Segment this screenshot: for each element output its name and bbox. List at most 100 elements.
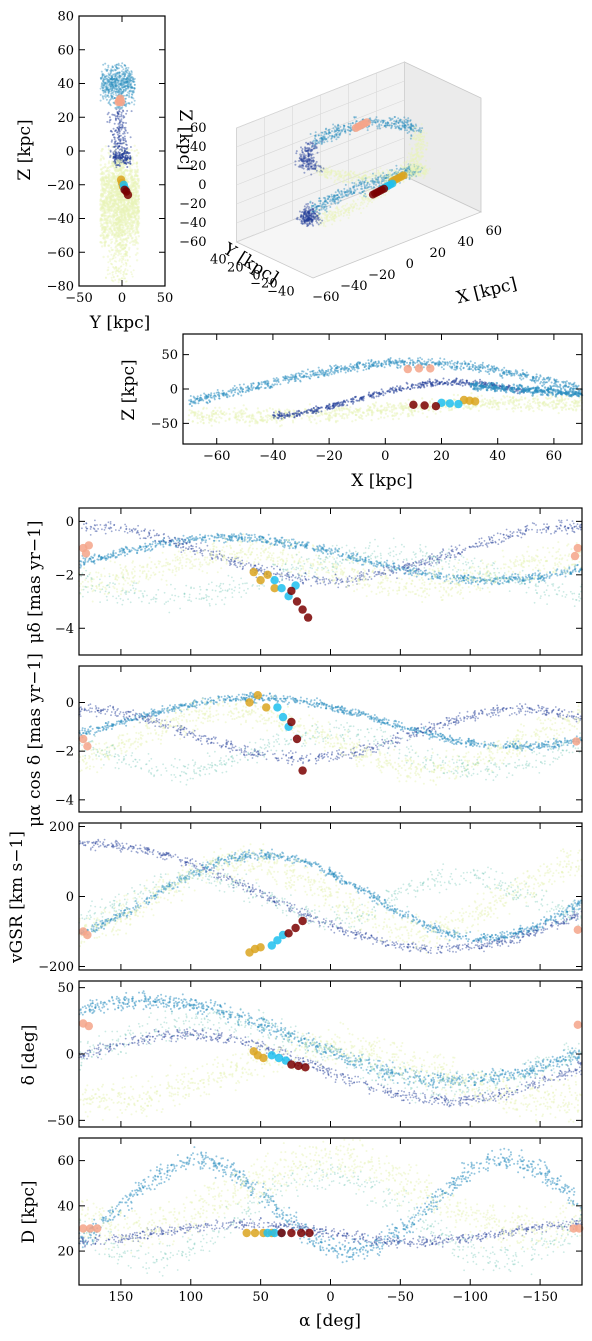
stream-particle — [117, 254, 120, 257]
stream-particle — [102, 73, 105, 76]
stream-particle — [102, 228, 105, 231]
stream-particle — [399, 385, 402, 388]
stream-particle — [102, 80, 105, 83]
stream-particle — [125, 66, 128, 69]
stream-particle — [114, 234, 118, 237]
stream-particle — [116, 227, 119, 230]
stream-particle — [365, 414, 368, 417]
stream-particle — [391, 405, 394, 408]
stream-particle — [101, 171, 104, 174]
stream-particle — [106, 170, 110, 173]
stream-particle — [509, 398, 512, 401]
stream-particle — [513, 404, 516, 407]
stream-particle — [118, 132, 121, 135]
stream-particle — [427, 358, 430, 361]
stream-particle — [100, 192, 104, 196]
stream-particle — [126, 258, 129, 261]
stream-particle — [123, 271, 126, 273]
stream-particle — [131, 275, 134, 278]
stream-particle — [295, 375, 298, 378]
stream-particle — [238, 390, 241, 393]
stream-particle — [409, 359, 412, 362]
stream-particle — [127, 214, 130, 217]
stream-particle — [113, 138, 116, 141]
stream-particle — [134, 231, 137, 235]
stream-particle — [107, 88, 110, 91]
stream-particle — [102, 255, 105, 259]
stream-particle — [131, 219, 134, 222]
stream-particle — [130, 176, 133, 180]
stream-particle — [453, 368, 456, 371]
stream-particle — [107, 102, 110, 105]
stream-particle — [520, 375, 523, 378]
stream-particle — [101, 210, 105, 213]
stream-particle — [513, 399, 516, 402]
stream-particle — [304, 372, 307, 375]
stream-particle — [311, 370, 314, 373]
stream-particle — [560, 406, 563, 409]
stream-particle — [325, 370, 328, 372]
stream-particle — [112, 145, 115, 148]
stream-particle — [113, 225, 116, 228]
stream-particle — [242, 383, 245, 386]
stream-particle — [547, 379, 550, 382]
stream-particle — [126, 157, 129, 159]
stream-particle — [509, 372, 512, 375]
stream-particle — [123, 203, 126, 207]
stream-particle — [210, 424, 213, 427]
stream-particle — [106, 273, 109, 276]
stream-particle — [134, 253, 138, 256]
stream-particle — [111, 88, 114, 91]
stream-particle — [110, 222, 113, 225]
stream-particle — [104, 226, 107, 229]
stream-particle — [383, 366, 386, 369]
stream-particle — [257, 411, 260, 414]
stream-particle — [115, 87, 118, 90]
stream-particle — [122, 81, 125, 84]
stream-particle — [369, 409, 372, 412]
stream-particle — [394, 361, 397, 364]
stream-particle — [114, 169, 117, 172]
stream-particle — [359, 414, 362, 417]
stream-particle — [256, 421, 259, 424]
stream-particle — [465, 379, 468, 382]
stream-particle — [396, 385, 398, 388]
stream-particle — [336, 370, 338, 373]
stream-particle — [136, 219, 139, 222]
stream-particle — [572, 382, 575, 385]
stream-particle — [104, 176, 108, 179]
stream-particle — [117, 169, 120, 172]
stream-particle — [233, 407, 236, 410]
stream-particle — [120, 118, 123, 121]
stream-particle — [124, 206, 127, 209]
stream-particle — [111, 130, 113, 133]
stream-particle — [421, 397, 424, 400]
stream-particle — [127, 212, 130, 216]
stream-particle — [557, 403, 560, 406]
stream-particle — [193, 396, 196, 399]
stream-particle — [355, 395, 357, 398]
stream-particle — [552, 385, 554, 388]
stream-particle — [324, 418, 327, 421]
stream-particle — [128, 248, 131, 251]
stream-particle — [120, 231, 123, 234]
stream-particle — [118, 253, 121, 256]
stream-particle — [99, 241, 102, 244]
stream-particle — [119, 199, 122, 202]
stream-particle — [103, 207, 107, 210]
stream-particle — [124, 238, 126, 240]
stream-particle — [122, 88, 125, 91]
stream-particle — [133, 149, 136, 153]
stream-particle — [536, 395, 539, 398]
stream-particle — [120, 213, 123, 216]
stream-particle — [262, 409, 265, 413]
stream-particle — [513, 374, 516, 377]
stream-particle — [266, 379, 269, 382]
stream-particle — [564, 385, 567, 388]
stream-particle — [136, 184, 139, 188]
stream-particle — [112, 175, 115, 178]
stream-particle — [569, 404, 572, 407]
stream-particle — [134, 172, 138, 176]
stream-particle — [221, 389, 224, 392]
stream-particle — [101, 176, 104, 179]
